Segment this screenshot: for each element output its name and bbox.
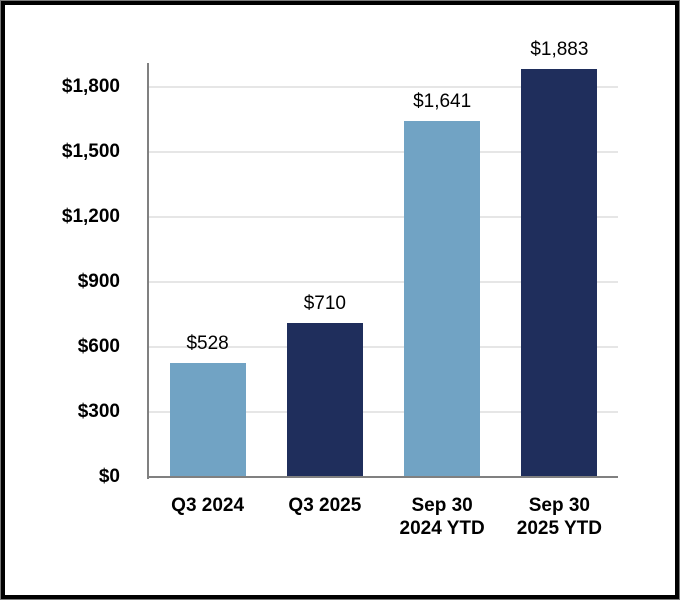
y-tick-label: $900: [77, 270, 120, 292]
x-category-label-line: Sep 30: [528, 495, 590, 516]
gridline: [149, 150, 618, 153]
x-axis-line: [147, 476, 618, 478]
y-tick-label: $600: [77, 335, 120, 357]
bar-value-label: $710: [303, 293, 347, 315]
y-axis-line: [147, 63, 149, 479]
y-tick-label: $1,500: [61, 140, 120, 162]
x-category-label-line: 2024 YTD: [399, 518, 485, 539]
bar: [286, 323, 363, 476]
x-category-label: Sep 30 2024 YTD: [372, 494, 512, 540]
bar-value-label: $1,641: [413, 91, 472, 113]
x-category-label-line: Q3 2024: [171, 495, 245, 516]
y-tick-label: $300: [77, 400, 120, 422]
x-category-label-line: Q3 2025: [288, 495, 362, 516]
bar: [521, 68, 598, 476]
bar: [404, 121, 481, 476]
gridline: [149, 280, 618, 283]
x-category-label: Q3 2024: [138, 494, 278, 517]
y-tick-label: $1,800: [61, 75, 120, 97]
x-category-label-line: Sep 30: [411, 495, 473, 516]
gridline: [149, 410, 618, 413]
gridline: [149, 215, 618, 218]
gridline: [149, 345, 618, 348]
x-category-label: Sep 30 2025 YTD: [489, 494, 629, 540]
bar-value-label: $1,883: [530, 38, 589, 60]
y-tick-label: $1,200: [61, 205, 120, 227]
gridline: [149, 85, 618, 88]
bar-value-label: $528: [186, 332, 229, 354]
x-category-label: Q3 2025: [255, 494, 395, 517]
x-category-label-line: 2025 YTD: [516, 518, 602, 539]
y-tick-label: $0: [98, 466, 120, 487]
bar: [169, 362, 246, 476]
